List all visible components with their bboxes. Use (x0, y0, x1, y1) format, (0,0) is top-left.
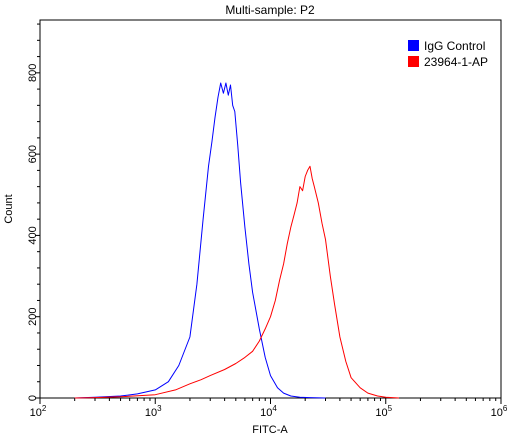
legend-swatch-23964-1-ap (408, 56, 419, 67)
y-axis-ticks: 0 200 400 600 800 (27, 64, 40, 401)
y-tick-label: 400 (27, 226, 39, 244)
legend-label-23964-1-ap: 23964-1-AP (424, 55, 488, 69)
x-tick-label: 103 (145, 404, 162, 419)
y-tick-label: 800 (27, 64, 39, 82)
x-tick-label: 106 (491, 404, 508, 419)
x-tick-label: 102 (30, 404, 47, 419)
series-line-0 (74, 82, 326, 399)
x-axis-ticks: 102 103 104 105 106 (30, 398, 508, 419)
x-tick-label: 105 (375, 404, 392, 419)
y-axis-label: Count (3, 194, 15, 223)
series-line-1 (74, 165, 399, 399)
x-tick-label: 104 (260, 404, 277, 419)
legend: IgG Control 23964-1-AP (408, 39, 488, 69)
y-tick-label: 600 (27, 145, 39, 163)
y-tick-label: 0 (27, 395, 39, 401)
y-minor-ticks (37, 23, 40, 383)
chart-title: Multi-sample: P2 (225, 3, 315, 17)
x-axis-label: FITC-A (252, 424, 288, 436)
legend-swatch-igg-control (408, 40, 419, 51)
legend-label-igg-control: IgG Control (424, 39, 485, 53)
plot-frame (39, 19, 502, 399)
x-minor-ticks (74, 398, 497, 401)
series-layer (74, 82, 399, 399)
y-tick-label: 200 (27, 308, 39, 326)
